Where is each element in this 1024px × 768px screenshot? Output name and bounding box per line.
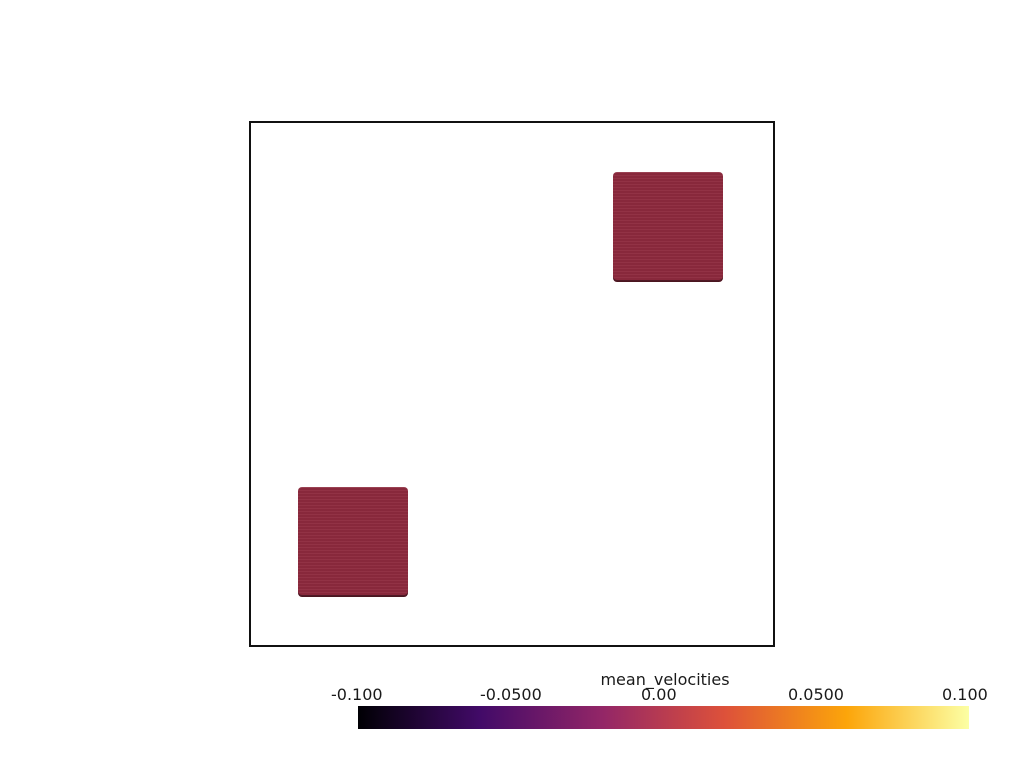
block-top-right — [613, 172, 723, 282]
colorbar-tick-label-pos-mid: 0.0500 — [788, 685, 844, 704]
colorbar-tick-label-min: -0.100 — [331, 685, 383, 704]
block-bottom-left — [298, 487, 408, 597]
colorbar-tick-label-max: 0.100 — [942, 685, 988, 704]
colorbar-tick-label-neg-mid: -0.0500 — [480, 685, 542, 704]
colorbar-tick-label-zero: 0.00 — [641, 685, 677, 704]
colorbar-gradient — [358, 706, 969, 729]
colorbar-title: mean_velocities — [600, 670, 730, 689]
domain-outline-box — [249, 121, 775, 647]
